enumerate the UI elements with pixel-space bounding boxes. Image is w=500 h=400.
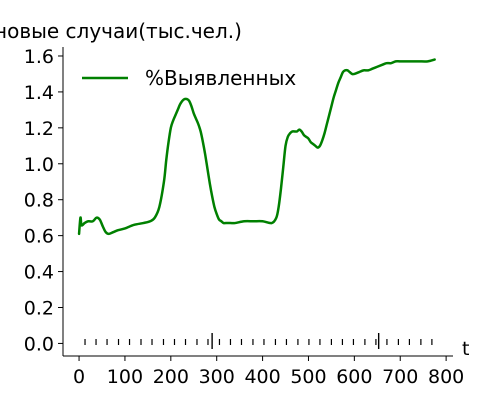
y-tick-label: 1.0 <box>24 154 54 176</box>
series-line <box>77 58 436 236</box>
x-axis-label: t <box>462 338 469 360</box>
y-tick-label: 1.6 <box>24 46 54 68</box>
y-tick-label: 1.2 <box>24 118 54 140</box>
chart-title: новые случаи(тыс.чел.) <box>0 19 242 43</box>
x-tick-label: 500 <box>290 366 326 388</box>
legend: %Выявленных <box>82 66 296 90</box>
y-tick-label: 0.0 <box>24 333 54 355</box>
x-tick-label: 0 <box>73 366 85 388</box>
x-tick-label: 700 <box>382 366 418 388</box>
series-layer <box>77 58 436 236</box>
y-tick-label: 0.2 <box>24 297 54 319</box>
x-tick-label: 300 <box>199 366 235 388</box>
y-tick-label: 1.4 <box>24 82 54 104</box>
x-tick-label: 800 <box>428 366 464 388</box>
x-tick-label: 600 <box>336 366 372 388</box>
y-tick-label: 0.6 <box>24 226 54 248</box>
x-tick-label: 400 <box>244 366 280 388</box>
axes: 0.0 0.2 0.4 0.6 0.8 1.0 1.2 1.4 1.6 0 100 200 300 400… <box>24 46 464 388</box>
x-tick-label: 100 <box>107 366 143 388</box>
y-tick-label: 0.8 <box>24 190 54 212</box>
x-tick-label: 200 <box>153 366 189 388</box>
legend-entry: %Выявленных <box>145 66 296 90</box>
y-tick-label: 0.4 <box>24 262 54 284</box>
rug-marks <box>84 333 433 349</box>
